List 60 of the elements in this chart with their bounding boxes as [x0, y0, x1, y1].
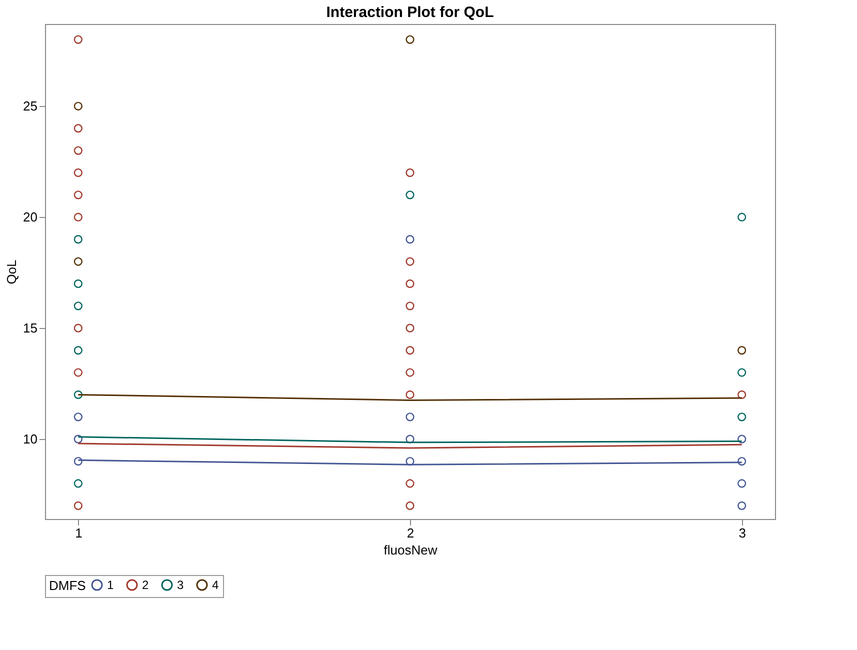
point	[406, 257, 414, 266]
point	[406, 168, 414, 178]
point	[74, 257, 82, 266]
legend-title: DMFS	[49, 578, 86, 593]
point	[738, 212, 746, 222]
point	[738, 434, 746, 444]
point	[74, 124, 82, 133]
y-tick-label: 10	[23, 432, 38, 447]
x-tick-label: 2	[406, 526, 414, 540]
point	[738, 412, 746, 422]
point	[406, 456, 414, 466]
point	[738, 390, 746, 399]
chart-title: Interaction Plot for QoL	[326, 4, 494, 21]
x-tick-label: 1	[75, 526, 82, 540]
point	[74, 412, 82, 422]
point	[406, 302, 414, 310]
point	[406, 235, 414, 244]
y-tick-label: 20	[23, 210, 38, 225]
point	[74, 479, 82, 488]
point	[406, 501, 414, 510]
point	[74, 434, 82, 444]
point	[738, 368, 746, 377]
point	[74, 390, 82, 399]
point	[74, 102, 82, 110]
point	[74, 324, 82, 332]
point	[406, 434, 414, 444]
point	[406, 190, 414, 200]
legend-label: 4	[212, 578, 219, 592]
point	[74, 235, 82, 244]
point	[74, 302, 82, 310]
x-axis-title: fluosNew	[384, 542, 438, 558]
point	[74, 146, 82, 155]
point	[406, 346, 414, 355]
point	[74, 368, 82, 377]
point	[74, 168, 82, 178]
point	[74, 35, 82, 44]
point	[74, 279, 82, 288]
point	[406, 479, 414, 488]
point	[406, 368, 414, 377]
point	[406, 35, 414, 44]
point	[406, 324, 414, 332]
point	[406, 412, 414, 422]
legend-label: 3	[177, 578, 184, 592]
point	[74, 212, 82, 222]
point	[74, 501, 82, 510]
point	[406, 390, 414, 399]
point	[738, 346, 746, 355]
point	[738, 456, 746, 466]
point	[406, 279, 414, 288]
legend-label: 1	[107, 578, 114, 592]
y-tick-label: 15	[23, 320, 38, 336]
point	[74, 346, 82, 355]
y-axis-title: QoL	[4, 260, 20, 284]
point	[74, 190, 82, 200]
point	[74, 456, 82, 466]
y-tick-label: 25	[23, 98, 38, 114]
x-tick-label: 3	[738, 526, 746, 540]
legend-label: 2	[142, 578, 149, 592]
point	[738, 479, 746, 488]
point	[738, 501, 746, 510]
